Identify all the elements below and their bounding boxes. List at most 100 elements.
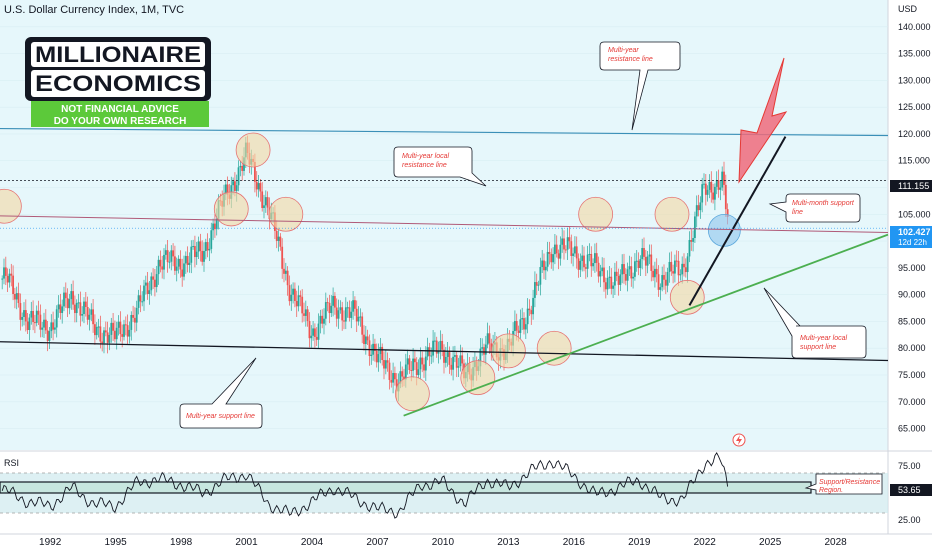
candle-body bbox=[644, 256, 647, 266]
trendline-3[interactable] bbox=[0, 341, 889, 362]
callout-resistance-line1: Multi-year bbox=[608, 47, 639, 54]
candle-body bbox=[384, 360, 387, 369]
callout-month-support: Multi-month support line bbox=[768, 193, 861, 223]
candle-body bbox=[395, 379, 398, 392]
svg-text:NOT FINANCIAL ADVICE: NOT FINANCIAL ADVICE bbox=[61, 104, 179, 115]
candle-body bbox=[283, 268, 285, 274]
rsi-tick-label: 75.00 bbox=[898, 461, 921, 471]
candle-body bbox=[448, 352, 451, 365]
candle-body bbox=[275, 230, 278, 241]
last-price-tag: 111.155 bbox=[890, 180, 932, 192]
candle-body bbox=[614, 271, 616, 286]
candle-body bbox=[32, 310, 34, 323]
logo-line4: DO YOUR OWN RESEARCH bbox=[54, 116, 187, 127]
touch-point-circle bbox=[460, 360, 496, 396]
candle-body bbox=[19, 303, 22, 320]
candle-body bbox=[17, 293, 20, 304]
time-axis[interactable]: 1992 1995 1998 2001 2004 2007 2010 2013 2016 2019… bbox=[39, 537, 847, 548]
candle-body bbox=[419, 357, 422, 370]
candle-body bbox=[655, 268, 658, 275]
candle-body bbox=[95, 326, 98, 336]
mid-resistance-line[interactable] bbox=[0, 215, 889, 233]
candle-body bbox=[144, 282, 147, 286]
candle-body bbox=[3, 267, 5, 279]
trendline-4[interactable] bbox=[403, 233, 889, 417]
svg-text:111.155: 111.155 bbox=[898, 181, 929, 191]
price-tick-label: 140.000 bbox=[898, 22, 931, 32]
candle-body bbox=[148, 290, 151, 294]
time-tick-label: 2022 bbox=[694, 537, 717, 548]
symbol-title[interactable]: U.S. Dollar Currency Index, 1M, TVC bbox=[4, 4, 185, 16]
candle-body bbox=[86, 306, 89, 320]
svg-text:Multi-year support line: Multi-year support line bbox=[186, 413, 255, 420]
candle-body bbox=[524, 324, 527, 330]
candle-body bbox=[210, 230, 213, 249]
candle-body bbox=[50, 322, 53, 332]
candle-body bbox=[414, 358, 416, 363]
candle-body bbox=[112, 322, 114, 331]
trendline-1[interactable] bbox=[0, 127, 889, 137]
trendline-5[interactable] bbox=[688, 136, 787, 306]
candle-body bbox=[355, 308, 358, 322]
candle-body bbox=[174, 256, 176, 271]
candle-body bbox=[650, 254, 653, 271]
candle-body bbox=[303, 313, 305, 316]
touch-point-circle bbox=[268, 196, 304, 232]
candle-body bbox=[234, 181, 236, 191]
candle-body bbox=[103, 330, 105, 344]
candle-body bbox=[224, 184, 227, 195]
candle-body bbox=[346, 307, 349, 309]
flash-icon[interactable] bbox=[732, 433, 746, 447]
candle-body bbox=[315, 336, 318, 340]
candle-body bbox=[104, 330, 107, 333]
candle-body bbox=[308, 321, 311, 339]
rsi-tick-label: 25.00 bbox=[898, 515, 921, 525]
candle-body bbox=[535, 282, 538, 286]
candle-body bbox=[654, 268, 656, 278]
candle-body bbox=[617, 276, 620, 285]
candle-body bbox=[74, 304, 76, 314]
candle-body bbox=[61, 306, 64, 313]
candle-body bbox=[26, 321, 29, 331]
candle-body bbox=[628, 266, 631, 270]
candle-body bbox=[421, 357, 424, 365]
candle-body bbox=[34, 322, 36, 324]
candle-body bbox=[134, 317, 136, 323]
svg-text:Multi-year local: Multi-year local bbox=[402, 153, 450, 160]
candle-body bbox=[254, 161, 256, 182]
touch-point-circle bbox=[213, 191, 249, 227]
candle-body bbox=[537, 284, 540, 286]
candle-body bbox=[643, 248, 645, 257]
candle-body bbox=[606, 277, 609, 290]
candle-body bbox=[57, 304, 60, 310]
candle-body bbox=[401, 371, 404, 377]
candle-body bbox=[77, 302, 80, 304]
candle-body bbox=[294, 288, 296, 302]
candle-body bbox=[64, 292, 67, 299]
candle-body bbox=[697, 205, 700, 211]
candle-body bbox=[637, 260, 640, 269]
candle-body bbox=[581, 255, 584, 261]
candle-body bbox=[612, 285, 614, 289]
candle-body bbox=[323, 318, 325, 324]
time-tick-label: 1992 bbox=[39, 537, 62, 548]
candle-body bbox=[123, 324, 125, 337]
candle-body bbox=[712, 192, 714, 200]
candle-body bbox=[52, 322, 54, 330]
candle-body bbox=[699, 202, 702, 211]
candle-body bbox=[530, 310, 533, 315]
candle-body bbox=[44, 319, 47, 331]
candle-body bbox=[694, 216, 696, 239]
candle-body bbox=[715, 180, 718, 187]
candle-body bbox=[621, 264, 624, 275]
candle-body bbox=[683, 263, 685, 268]
time-tick-label: 2007 bbox=[366, 537, 389, 548]
candle-body bbox=[121, 334, 124, 337]
candle-body bbox=[541, 260, 544, 267]
candle-body bbox=[290, 294, 293, 302]
candle-body bbox=[666, 272, 669, 286]
candle-body bbox=[181, 269, 184, 277]
candle-body bbox=[568, 237, 571, 242]
candle-body bbox=[555, 244, 558, 254]
candle-body bbox=[324, 302, 327, 319]
